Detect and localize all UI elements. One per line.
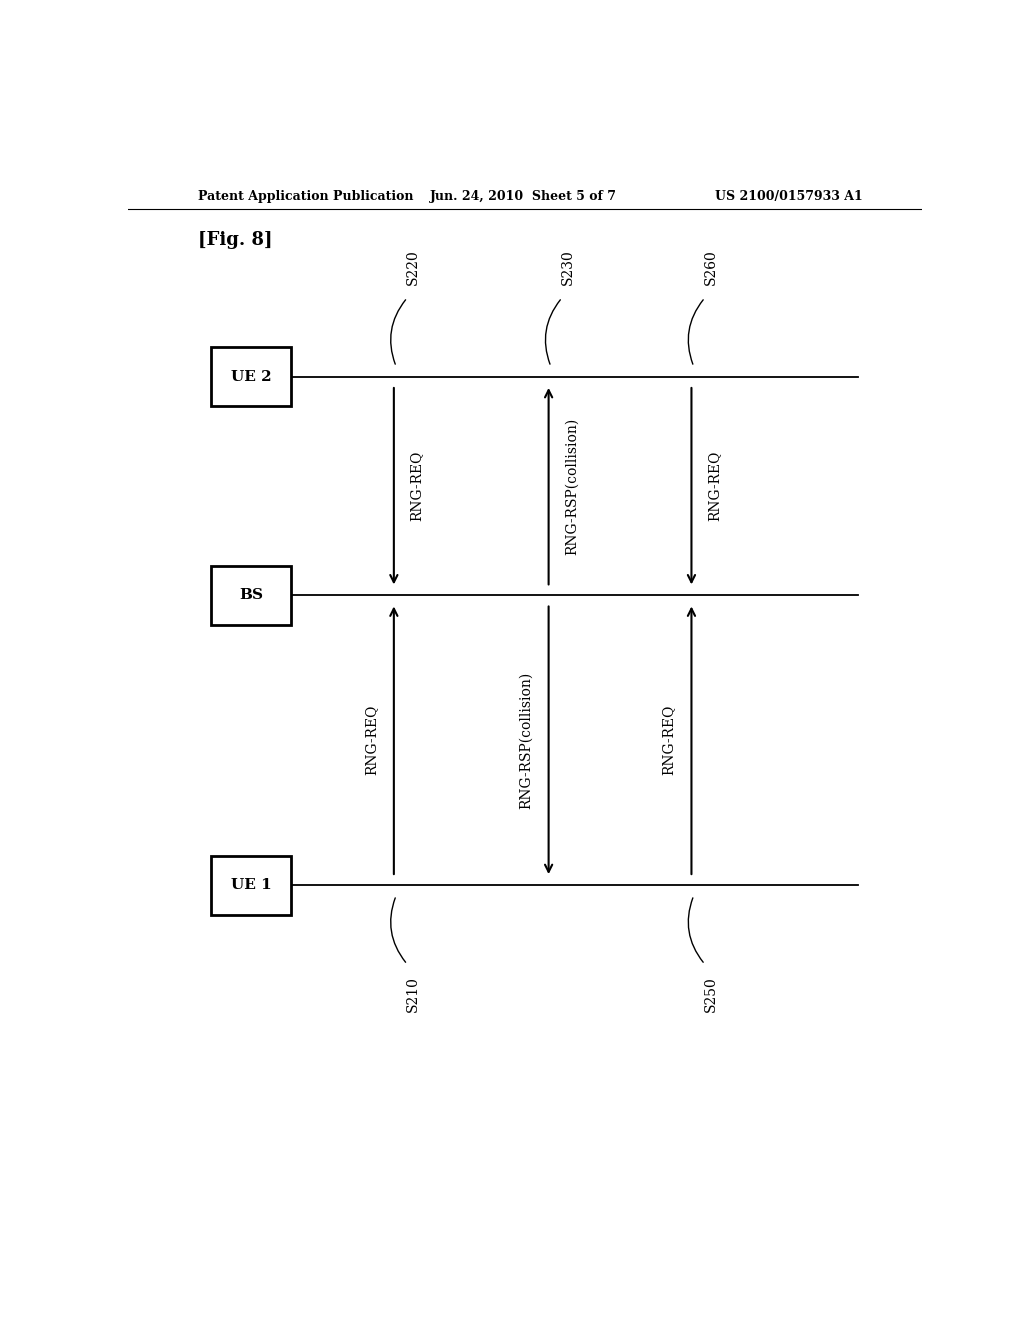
Text: RNG-REQ: RNG-REQ — [364, 705, 378, 775]
Text: RNG-RSP(collision): RNG-RSP(collision) — [564, 417, 579, 554]
Text: S230: S230 — [561, 249, 574, 285]
Bar — [211, 566, 291, 624]
Text: S220: S220 — [406, 249, 420, 285]
Text: Patent Application Publication: Patent Application Publication — [198, 190, 414, 202]
Bar — [211, 347, 291, 407]
Text: Jun. 24, 2010  Sheet 5 of 7: Jun. 24, 2010 Sheet 5 of 7 — [430, 190, 616, 202]
Text: UE 2: UE 2 — [230, 370, 271, 384]
Text: [Fig. 8]: [Fig. 8] — [198, 231, 272, 248]
Text: S250: S250 — [703, 977, 718, 1012]
Text: UE 1: UE 1 — [230, 878, 271, 892]
Text: US 2100/0157933 A1: US 2100/0157933 A1 — [715, 190, 863, 202]
Text: RNG-REQ: RNG-REQ — [410, 451, 424, 521]
Text: RNG-REQ: RNG-REQ — [662, 705, 676, 775]
Text: RNG-REQ: RNG-REQ — [708, 451, 721, 521]
Text: RNG-RSP(collision): RNG-RSP(collision) — [519, 672, 532, 809]
Text: S210: S210 — [406, 977, 420, 1012]
Bar — [211, 855, 291, 915]
Text: S260: S260 — [703, 249, 718, 285]
Text: BS: BS — [239, 589, 263, 602]
